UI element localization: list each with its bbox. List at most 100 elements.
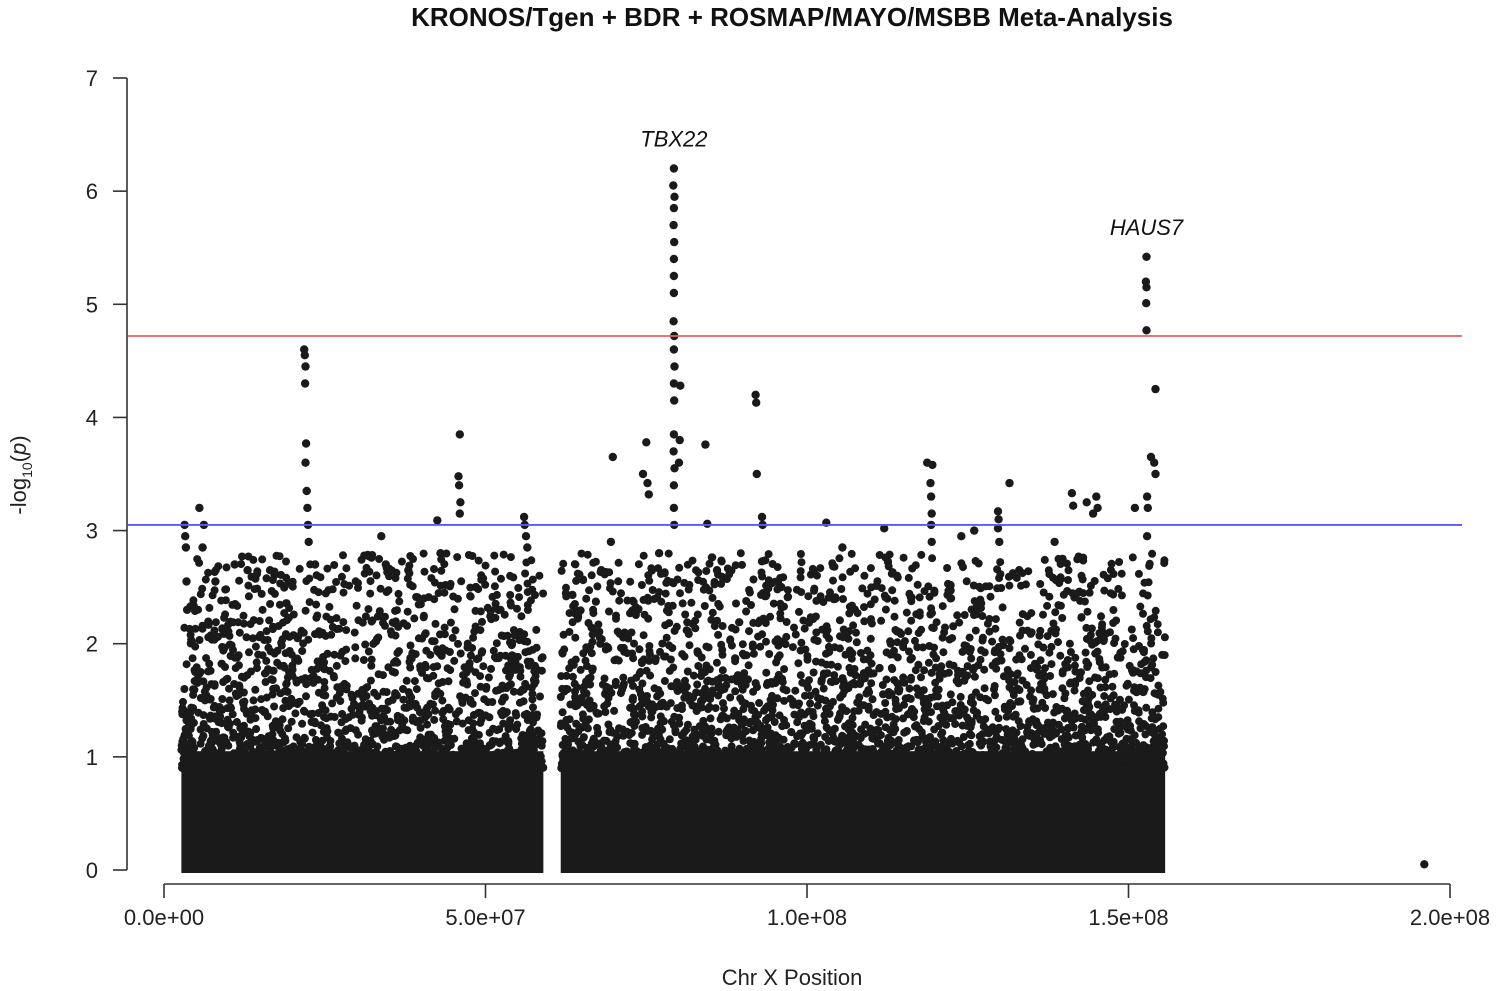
background-point xyxy=(612,614,620,623)
background-point xyxy=(386,627,395,636)
background-point xyxy=(1112,707,1121,716)
background-point xyxy=(389,619,398,628)
background-point xyxy=(1026,664,1035,673)
background-point xyxy=(238,744,247,753)
background-point xyxy=(272,763,281,771)
background-point xyxy=(557,566,566,575)
background-point xyxy=(1114,729,1123,738)
background-point xyxy=(1040,555,1049,564)
background-point xyxy=(639,551,648,560)
background-point xyxy=(445,582,454,591)
background-point xyxy=(749,575,758,584)
background-point xyxy=(189,596,198,605)
background-point xyxy=(205,659,214,668)
background-point xyxy=(506,591,515,599)
background-point xyxy=(506,598,515,607)
background-point xyxy=(473,762,482,771)
background-point xyxy=(568,618,577,627)
background-point xyxy=(446,618,455,627)
background-point xyxy=(267,675,276,684)
background-point xyxy=(483,750,492,759)
background-point xyxy=(204,568,213,577)
background-point xyxy=(243,671,252,680)
background-point xyxy=(1130,701,1138,710)
background-point xyxy=(635,645,644,654)
background-point xyxy=(490,582,499,591)
background-point xyxy=(236,724,245,732)
background-point xyxy=(589,625,598,634)
background-point xyxy=(1153,620,1162,629)
background-point xyxy=(797,558,806,567)
background-point xyxy=(188,654,197,663)
background-point xyxy=(613,627,622,636)
background-point xyxy=(426,650,435,659)
background-point xyxy=(477,715,486,724)
background-point xyxy=(299,763,308,771)
background-point xyxy=(828,559,837,568)
background-point xyxy=(281,749,290,758)
background-point xyxy=(895,628,904,637)
background-point xyxy=(523,606,532,614)
background-point xyxy=(672,622,681,631)
background-point xyxy=(226,652,235,660)
background-point xyxy=(489,750,498,759)
background-point xyxy=(398,749,407,758)
background-point xyxy=(474,753,483,762)
background-point xyxy=(1145,561,1154,570)
background-point xyxy=(451,626,460,635)
background-point xyxy=(1094,728,1103,737)
background-point xyxy=(515,630,524,639)
background-point xyxy=(196,668,205,676)
background-point xyxy=(998,603,1007,612)
background-point xyxy=(536,729,545,738)
background-point xyxy=(202,724,211,733)
background-point xyxy=(886,637,895,646)
background-point xyxy=(397,713,406,722)
background-point xyxy=(345,581,354,590)
background-point xyxy=(708,593,717,602)
background-point xyxy=(365,567,374,576)
background-point xyxy=(458,698,467,707)
background-point xyxy=(645,642,654,650)
background-point xyxy=(210,748,219,757)
background-point xyxy=(942,720,951,729)
background-point xyxy=(360,740,369,749)
background-point xyxy=(227,641,236,650)
background-point xyxy=(293,634,302,643)
background-point xyxy=(180,623,189,632)
background-point xyxy=(639,631,648,640)
background-point xyxy=(282,680,291,689)
background-point xyxy=(450,656,459,665)
background-point xyxy=(493,763,502,772)
background-point xyxy=(614,558,623,567)
background-point xyxy=(210,626,219,635)
background-point xyxy=(748,640,757,649)
background-point xyxy=(198,624,207,633)
background-point xyxy=(749,618,758,627)
background-point xyxy=(179,697,187,706)
background-point xyxy=(493,726,501,735)
background-point xyxy=(298,647,307,655)
background-point xyxy=(518,731,527,739)
background-point xyxy=(516,666,525,675)
background-point xyxy=(358,618,367,627)
background-point xyxy=(593,582,602,591)
background-point xyxy=(523,588,532,597)
background-point xyxy=(488,698,497,706)
background-point xyxy=(1002,725,1011,734)
background-point xyxy=(259,763,268,772)
background-point xyxy=(361,612,370,621)
background-point xyxy=(648,586,657,594)
background-point xyxy=(361,640,370,649)
background-point xyxy=(1039,643,1048,652)
background-point xyxy=(504,764,513,773)
background-point xyxy=(457,577,466,586)
background-point xyxy=(189,718,198,727)
background-point xyxy=(591,597,600,606)
background-point xyxy=(429,671,438,680)
background-point xyxy=(1051,608,1060,617)
background-point xyxy=(215,734,224,743)
background-point xyxy=(738,640,747,649)
background-point xyxy=(295,564,304,573)
background-point xyxy=(459,678,468,687)
